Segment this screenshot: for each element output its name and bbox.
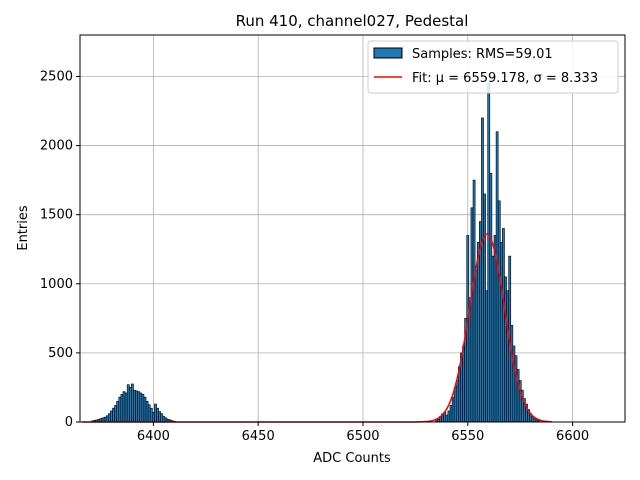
histogram-bar bbox=[154, 403, 157, 423]
histogram-bar bbox=[455, 380, 459, 423]
histogram-bar bbox=[497, 200, 501, 423]
legend-samples-swatch bbox=[373, 47, 403, 59]
plot-frame bbox=[79, 34, 626, 423]
histogram-bar bbox=[487, 83, 491, 423]
histogram-bar bbox=[468, 297, 472, 423]
histogram-bar bbox=[147, 404, 151, 423]
y-tick-label: 2000 bbox=[40, 139, 73, 154]
histogram-bar bbox=[470, 207, 474, 423]
histogram-bar bbox=[122, 391, 126, 423]
histogram-bar bbox=[453, 387, 457, 423]
histogram-bar bbox=[495, 131, 499, 423]
histogram-bar bbox=[489, 172, 493, 423]
histogram-bar bbox=[533, 418, 537, 423]
histogram-bar bbox=[462, 345, 465, 423]
histogram-bar bbox=[139, 392, 143, 423]
histogram-bar bbox=[504, 276, 507, 423]
histogram-bar bbox=[514, 355, 518, 423]
x-tick-label: 6550 bbox=[451, 429, 484, 444]
histogram-bar bbox=[143, 396, 147, 423]
histogram-bar bbox=[158, 411, 162, 423]
histogram-bar bbox=[126, 384, 130, 423]
histogram-bar bbox=[160, 413, 164, 423]
x-tick-label: 6450 bbox=[242, 429, 275, 444]
histogram-bar bbox=[451, 396, 455, 423]
histogram-bar bbox=[493, 235, 497, 423]
histogram-bar bbox=[105, 415, 109, 423]
plot-area bbox=[80, 35, 625, 422]
histogram-bar bbox=[107, 413, 111, 423]
histogram-bar bbox=[449, 405, 453, 423]
histogram-bar bbox=[485, 290, 489, 423]
y-axis-label: Entries bbox=[16, 205, 31, 251]
histogram-bar bbox=[162, 416, 166, 423]
histogram-bar bbox=[137, 391, 141, 423]
histogram-bar bbox=[472, 179, 476, 423]
y-tick-label: 500 bbox=[48, 346, 73, 361]
histogram-bar bbox=[116, 400, 120, 423]
histogram-bar bbox=[499, 242, 503, 423]
histogram-bar bbox=[445, 414, 449, 423]
histogram-bar bbox=[145, 400, 149, 423]
x-axis-ticks: 6400 6450 6500 6550 6600 bbox=[137, 422, 589, 444]
histogram-bar bbox=[114, 405, 117, 423]
y-axis-ticks: 0 500 1000 1500 2000 2500 bbox=[40, 69, 80, 430]
histogram-bar bbox=[474, 269, 478, 423]
histogram-bar bbox=[141, 394, 145, 423]
histogram-bar bbox=[131, 383, 134, 423]
legend-fit-label: Fit: μ = 6559.178, σ = 8.333 bbox=[412, 71, 598, 86]
histogram-bar bbox=[112, 407, 115, 423]
x-axis-label: ADC Counts bbox=[313, 451, 391, 466]
histogram-bar bbox=[135, 390, 138, 423]
y-tick-label: 0 bbox=[65, 415, 73, 430]
y-tick-label: 2500 bbox=[40, 69, 73, 84]
legend-box bbox=[367, 40, 619, 94]
histogram-bar bbox=[483, 193, 486, 423]
histogram-bar bbox=[124, 392, 128, 423]
legend: Samples: RMS=59.01 Fit: μ = 6559.178, σ … bbox=[367, 40, 619, 94]
histogram-bar bbox=[481, 117, 484, 423]
histogram-bar bbox=[510, 324, 514, 423]
histogram-bar bbox=[491, 255, 495, 423]
histogram-bar bbox=[152, 412, 155, 423]
x-tick-label: 6400 bbox=[137, 429, 170, 444]
histogram-bar bbox=[502, 228, 505, 423]
histogram-bar bbox=[506, 290, 509, 423]
histogram-bar bbox=[149, 407, 153, 423]
x-tick-label: 6500 bbox=[346, 429, 379, 444]
histogram-bar bbox=[133, 389, 136, 423]
x-tick-label: 6600 bbox=[556, 429, 589, 444]
histogram-bar bbox=[128, 387, 132, 423]
y-tick-label: 1000 bbox=[40, 277, 73, 292]
y-tick-label: 1500 bbox=[40, 208, 73, 223]
histogram-bar bbox=[110, 410, 113, 423]
histogram-bar bbox=[476, 242, 480, 423]
legend-samples-label: Samples: RMS=59.01 bbox=[412, 47, 553, 62]
histogram-bar bbox=[118, 396, 122, 423]
histogram-bar bbox=[447, 410, 451, 423]
histogram-bar bbox=[156, 407, 159, 423]
chart-title: Run 410, channel027, Pedestal bbox=[236, 12, 469, 30]
histogram-bar bbox=[120, 394, 124, 423]
